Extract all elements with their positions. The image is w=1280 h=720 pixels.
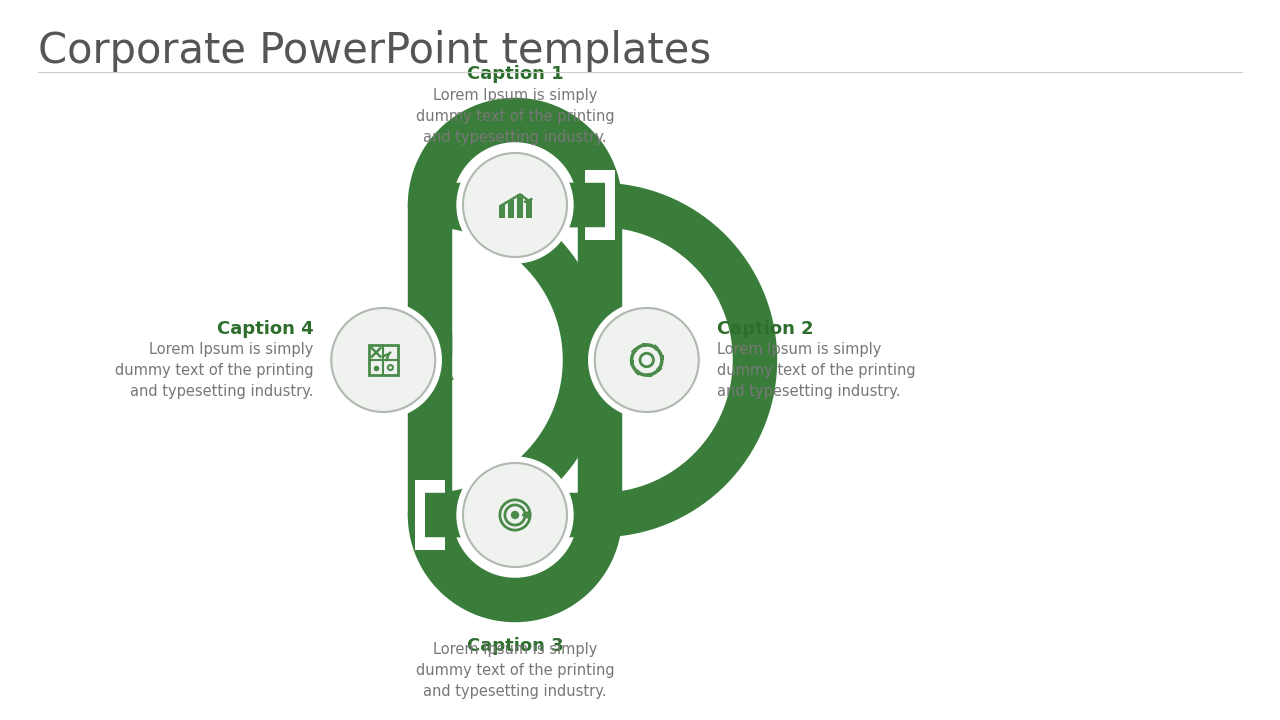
Polygon shape — [406, 335, 454, 380]
Polygon shape — [630, 360, 634, 365]
Text: Caption 3: Caption 3 — [467, 637, 563, 655]
Text: Caption 2: Caption 2 — [717, 320, 813, 338]
Polygon shape — [659, 355, 664, 360]
Bar — [369, 345, 398, 375]
Circle shape — [511, 510, 520, 519]
Text: Lorem Ipsum is simply
dummy text of the printing
and typesetting industry.: Lorem Ipsum is simply dummy text of the … — [416, 642, 614, 699]
Circle shape — [332, 308, 435, 412]
Circle shape — [640, 354, 654, 366]
Circle shape — [325, 302, 442, 418]
Circle shape — [595, 308, 699, 412]
Text: Caption 4: Caption 4 — [216, 320, 314, 338]
Bar — [508, 200, 513, 217]
Text: Corporate PowerPoint templates: Corporate PowerPoint templates — [38, 30, 712, 72]
Bar — [415, 480, 445, 550]
Polygon shape — [641, 343, 646, 347]
Circle shape — [589, 302, 705, 418]
Polygon shape — [646, 373, 652, 377]
Circle shape — [463, 153, 567, 257]
Polygon shape — [655, 366, 663, 372]
Circle shape — [457, 457, 573, 573]
Bar — [499, 205, 504, 217]
Bar — [517, 194, 524, 217]
Polygon shape — [631, 348, 637, 354]
Bar — [585, 170, 614, 240]
Circle shape — [463, 463, 567, 567]
Text: Lorem Ipsum is simply
dummy text of the printing
and typesetting industry.: Lorem Ipsum is simply dummy text of the … — [717, 342, 915, 399]
Polygon shape — [495, 491, 540, 539]
Circle shape — [457, 147, 573, 263]
Polygon shape — [576, 341, 625, 385]
Polygon shape — [635, 369, 641, 376]
Text: Lorem Ipsum is simply
dummy text of the printing
and typesetting industry.: Lorem Ipsum is simply dummy text of the … — [115, 342, 314, 399]
Bar — [526, 201, 532, 217]
Polygon shape — [490, 181, 535, 229]
Polygon shape — [653, 344, 659, 351]
Text: Caption 1: Caption 1 — [467, 65, 563, 83]
Text: Lorem Ipsum is simply
dummy text of the printing
and typesetting industry.: Lorem Ipsum is simply dummy text of the … — [416, 88, 614, 145]
